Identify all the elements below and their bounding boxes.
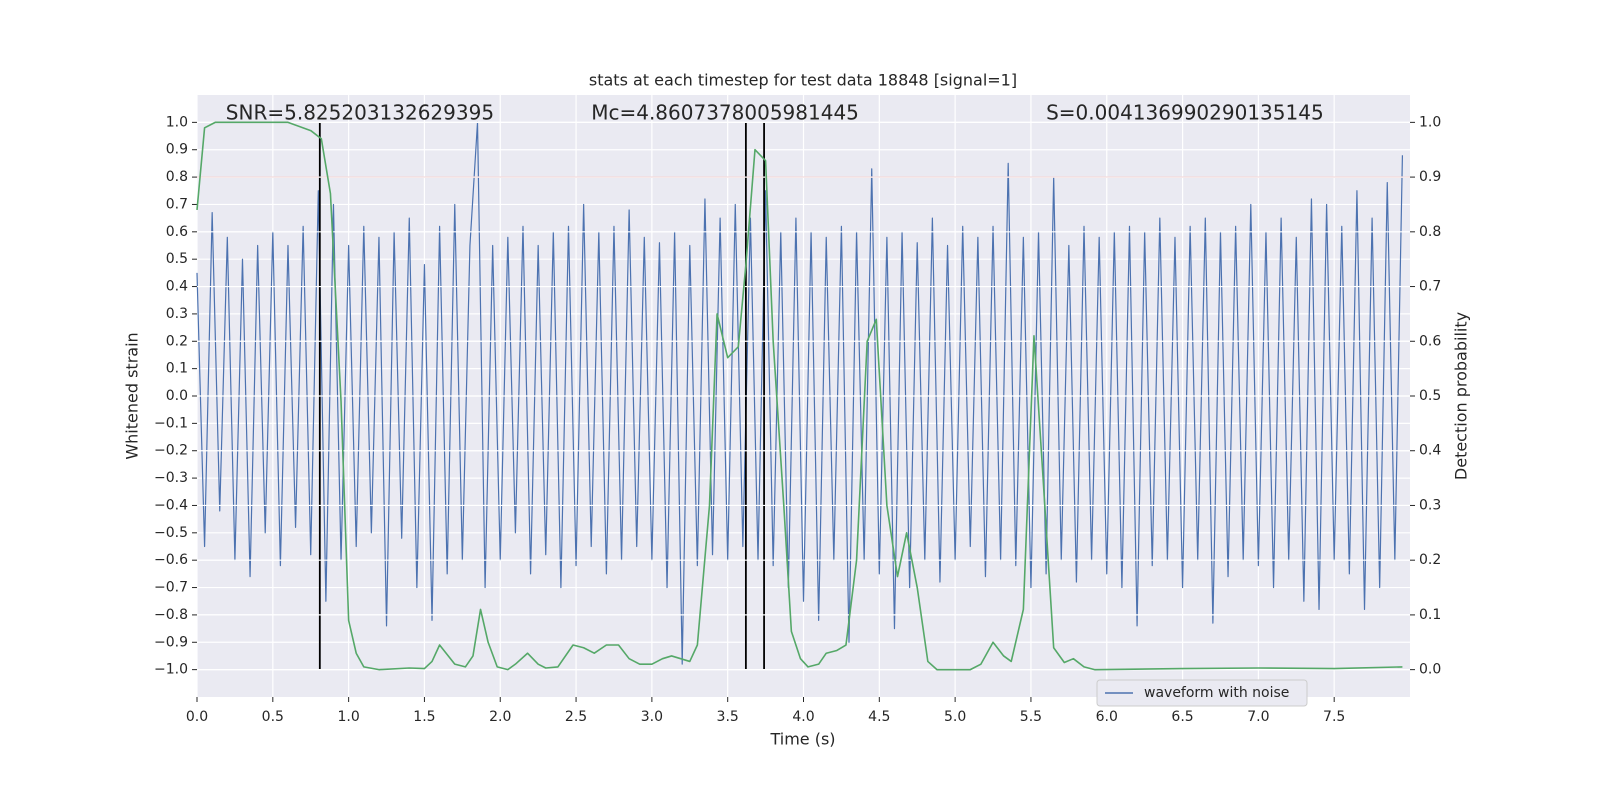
y-tick-label: −0.1 (154, 415, 188, 431)
y2-tick-label: 0.4 (1419, 443, 1441, 459)
x-tick-label: 4.0 (792, 709, 814, 725)
y-tick-label: −0.2 (154, 443, 188, 459)
y-tick-label: 1.0 (166, 114, 188, 130)
y-tick-label: 0.2 (166, 333, 188, 349)
y-tick-label: 0.1 (166, 361, 188, 377)
y2-axis-label: Detection probability (1452, 312, 1471, 480)
y-tick-label: −1.0 (154, 662, 188, 678)
y2-tick-label: 1.0 (1419, 114, 1441, 130)
x-tick-label: 7.5 (1323, 709, 1345, 725)
y-axis-label: Whitened strain (123, 332, 142, 459)
x-tick-label: 1.5 (413, 709, 435, 725)
annotation: S=0.004136990290135145 (1046, 101, 1324, 125)
y2-tick-label: 0.3 (1419, 497, 1441, 513)
x-tick-label: 0.0 (186, 709, 208, 725)
x-tick-label: 2.5 (565, 709, 587, 725)
y-tick-label: −0.5 (154, 525, 188, 541)
y2-tick-label: 0.0 (1419, 662, 1441, 678)
y2-tick-label: 0.1 (1419, 607, 1441, 623)
y2-tick-label: 0.9 (1419, 169, 1441, 185)
y-tick-label: −0.4 (154, 497, 188, 513)
x-tick-label: 3.5 (717, 709, 739, 725)
y-tick-label: 0.4 (166, 279, 188, 295)
series-line (196, 121, 1403, 671)
x-tick-label: 2.0 (489, 709, 511, 725)
x-tick-label: 3.0 (641, 709, 663, 725)
x-tick-label: 5.5 (1020, 709, 1042, 725)
y2-tick-label: 0.8 (1419, 224, 1441, 240)
y-tick-label: −0.8 (154, 607, 188, 623)
y-tick-label: 0.5 (166, 251, 188, 267)
x-axis-label: Time (s) (769, 730, 835, 749)
y-tick-label: 0.7 (166, 196, 188, 212)
legend-label: waveform with noise (1144, 685, 1289, 701)
y2-tick-label: 0.2 (1419, 552, 1441, 568)
legend-box (1096, 679, 1308, 707)
x-tick-label: 0.5 (262, 709, 284, 725)
y-tick-label: 0.3 (166, 306, 188, 322)
y-tick-label: 0.9 (166, 142, 188, 158)
annotation: Mc=4.8607378005981445 (591, 101, 859, 125)
x-tick-label: 4.5 (868, 709, 890, 725)
annotation: SNR=5.825203132629395 (226, 101, 494, 125)
chart-title: stats at each timestep for test data 188… (589, 71, 1017, 90)
y-tick-label: 0.6 (166, 224, 188, 240)
y2-tick-label: 0.7 (1419, 279, 1441, 295)
y-tick-label: 0.8 (166, 169, 188, 185)
y-tick-label: 0.0 (166, 388, 188, 404)
y2-tick-label: 0.5 (1419, 388, 1441, 404)
series-line (196, 121, 1404, 665)
y-tick-label: −0.3 (154, 470, 188, 486)
x-tick-label: 6.5 (1171, 709, 1193, 725)
x-tick-label: 7.0 (1247, 709, 1269, 725)
y-tick-label: −0.7 (154, 580, 188, 596)
y-tick-label: −0.9 (154, 634, 188, 650)
y-tick-label: −0.6 (154, 552, 188, 568)
x-tick-label: 1.0 (337, 709, 359, 725)
x-tick-label: 6.0 (1096, 709, 1118, 725)
y2-tick-label: 0.6 (1419, 333, 1441, 349)
x-tick-label: 5.0 (944, 709, 966, 725)
